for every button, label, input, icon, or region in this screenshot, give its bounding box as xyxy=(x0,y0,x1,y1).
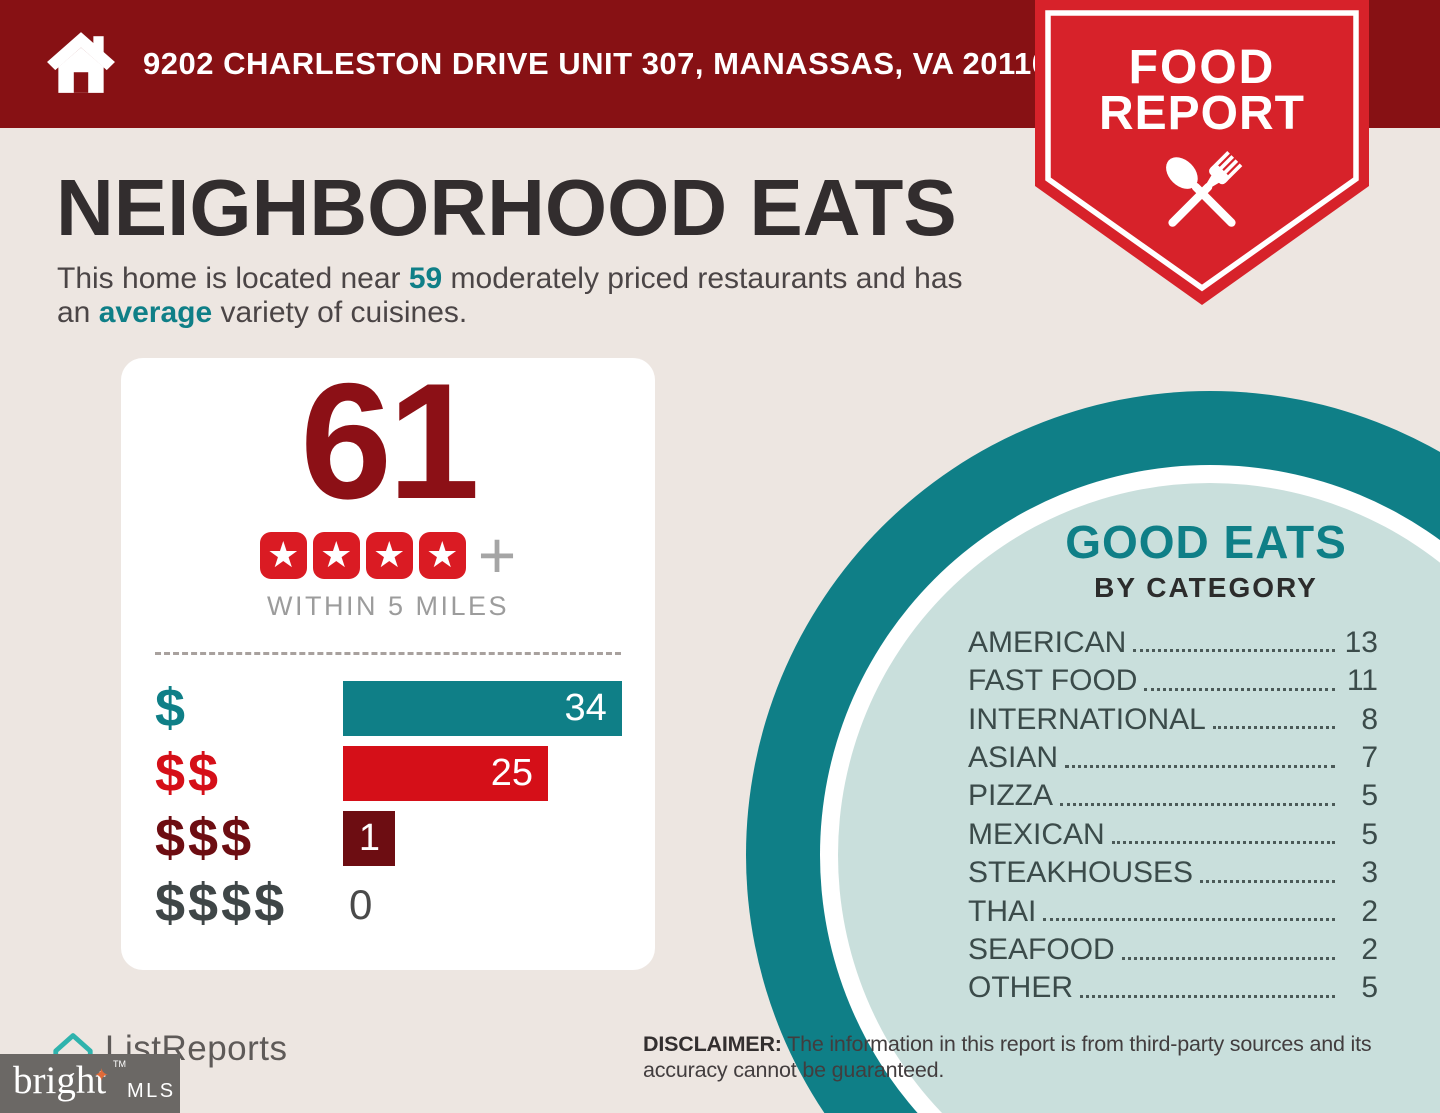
bar-value: 25 xyxy=(490,752,533,794)
category-label: INTERNATIONAL xyxy=(968,702,1206,736)
spoon-fork-icon xyxy=(1166,151,1243,227)
good-eats-subtitle: BY CATEGORY xyxy=(1094,572,1318,603)
good-eats-heading: GOOD EATS BY CATEGORY xyxy=(956,515,1440,604)
category-label: FAST FOOD xyxy=(968,664,1138,698)
price-row: $$$$ 0 0 xyxy=(155,876,655,931)
list-item: AMERICAN 13 xyxy=(968,620,1378,658)
price-zero: 0 xyxy=(349,881,373,928)
variety-highlight: average xyxy=(98,296,213,329)
list-item: THAI 2 xyxy=(968,889,1378,927)
price-bar-chart: $ 34 34 $$ 25 25 $$$ 1 1 $$$$ 0 0 xyxy=(155,681,655,931)
good-eats-title: GOOD EATS xyxy=(1065,516,1347,568)
list-item: STEAKHOUSES 3 xyxy=(968,850,1378,888)
food-report-ribbon: FOOD REPORT xyxy=(1035,0,1369,305)
category-count: 3 xyxy=(1361,856,1378,890)
ribbon-title-line1: FOOD xyxy=(1128,41,1276,94)
disclaimer-label: DISCLAIMER: xyxy=(643,1032,782,1056)
mls-wordmark: MLS xyxy=(127,1080,176,1102)
bar-value: 1 xyxy=(358,817,380,859)
category-count: 13 xyxy=(1344,625,1378,659)
list-item: PIZZA 5 xyxy=(968,774,1378,812)
intro-text-pre: This home is located near xyxy=(57,262,409,295)
category-label: AMERICAN xyxy=(968,625,1127,659)
category-count: 8 xyxy=(1361,702,1378,736)
category-count: 2 xyxy=(1361,894,1378,928)
category-count: 5 xyxy=(1361,779,1378,813)
category-count: 7 xyxy=(1361,741,1378,775)
category-label: MEXICAN xyxy=(968,817,1105,851)
bright-star-icon: ✦ xyxy=(94,1065,110,1085)
bar-zone: 34 34 xyxy=(343,681,655,736)
home-icon xyxy=(47,32,115,93)
price-label: $ xyxy=(155,678,189,738)
property-address: 9202 CHARLESTON DRIVE UNIT 307, MANASSAS… xyxy=(143,46,1050,81)
dotted-leader xyxy=(1080,994,1335,998)
restaurant-count: 59 xyxy=(408,262,443,295)
list-item: MEXICAN 5 xyxy=(968,812,1378,850)
price-row: $$ 25 25 xyxy=(155,746,655,801)
category-label: STEAKHOUSES xyxy=(968,856,1194,890)
home-icon-door xyxy=(73,72,89,93)
good-eats-list: AMERICAN 13 FAST FOOD 11 INTERNATIONAL 8 AS… xyxy=(968,620,1378,1004)
list-item: INTERNATIONAL 8 xyxy=(968,697,1378,735)
restaurant-total-count: 61 xyxy=(300,349,480,533)
category-label: THAI xyxy=(968,894,1037,928)
dotted-leader xyxy=(1060,802,1335,806)
price-row: $ 34 34 xyxy=(155,681,655,736)
dotted-leader xyxy=(1121,956,1335,960)
dotted-leader xyxy=(1043,918,1335,922)
price-bar: 25 xyxy=(343,746,548,801)
dashed-divider xyxy=(155,652,621,655)
dotted-leader xyxy=(1144,687,1335,691)
category-count: 5 xyxy=(1361,817,1378,851)
list-item: FAST FOOD 11 xyxy=(968,658,1378,696)
bright-wordmark: bright xyxy=(13,1059,107,1102)
price-row: $$$ 1 1 xyxy=(155,811,655,866)
dotted-leader xyxy=(1111,841,1335,845)
page-title: NEIGHBORHOOD EATS xyxy=(56,163,957,252)
dotted-leader xyxy=(1212,726,1335,730)
category-count: 2 xyxy=(1361,933,1378,967)
plus-icon: + xyxy=(477,518,517,592)
bright-trademark: TM xyxy=(113,1059,126,1069)
list-item: OTHER 5 xyxy=(968,966,1378,1004)
disclaimer: DISCLAIMER: The information in this repo… xyxy=(643,1031,1415,1083)
bar-zone: 0 0 xyxy=(343,876,655,931)
category-label: OTHER xyxy=(968,971,1073,1005)
dotted-leader xyxy=(1065,764,1335,768)
rating-row: ★ ★ ★ ★ + xyxy=(121,518,655,592)
bar-value: 34 xyxy=(564,687,607,729)
category-count: 5 xyxy=(1361,971,1378,1005)
star-icon: ★ xyxy=(312,532,360,579)
price-bar: 34 xyxy=(343,681,622,736)
brightmls-logo: bright ✦ TM MLS xyxy=(0,1054,180,1113)
star-icon: ★ xyxy=(418,532,466,579)
intro-sentence: This home is located near 59 moderately … xyxy=(57,262,1002,330)
restaurant-score-card: 61 ★★★★ + WITHIN 5 MILES $ 34 34 $$ 25 2… xyxy=(121,358,655,970)
disclaimer-text: The information in this report is from t… xyxy=(643,1032,1372,1082)
bar-zone: 25 25 xyxy=(343,746,655,801)
list-item: SEAFOOD 2 xyxy=(968,927,1378,965)
dotted-leader xyxy=(1200,879,1335,883)
list-item: ASIAN 7 xyxy=(968,735,1378,773)
star-icon: ★ xyxy=(365,532,413,579)
category-label: ASIAN xyxy=(968,741,1059,775)
intro-text-post: variety of cuisines. xyxy=(212,296,468,329)
dotted-leader xyxy=(1133,649,1335,653)
price-label: $$ xyxy=(155,743,222,803)
price-label: $$$$ xyxy=(155,873,288,933)
price-bar: 1 xyxy=(343,811,395,866)
category-count: 11 xyxy=(1346,664,1378,698)
bar-zone: 1 1 xyxy=(343,811,655,866)
radius-label: WITHIN 5 MILES xyxy=(266,591,510,621)
category-label: SEAFOOD xyxy=(968,933,1115,967)
category-label: PIZZA xyxy=(968,779,1054,813)
star-icon: ★ xyxy=(259,532,307,579)
ribbon-title-line2: REPORT xyxy=(1098,87,1305,140)
star-row: ★ ★ ★ ★ xyxy=(259,532,466,579)
price-label: $$$ xyxy=(155,808,255,868)
ribbon-shape xyxy=(1035,0,1369,305)
intro-text-mid: moderately priced restaurants and has an xyxy=(57,262,963,329)
